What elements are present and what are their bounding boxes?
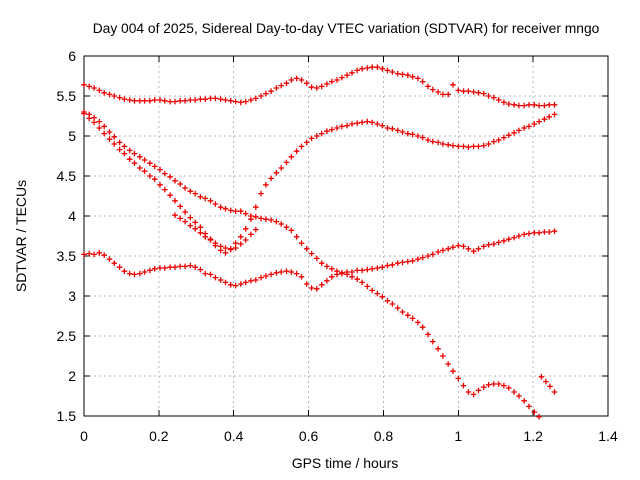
data-points-trace-2-dip-rise (81, 110, 558, 256)
data-points-trace-3-long-decline (81, 109, 558, 420)
y-tick-label: 6 (68, 48, 76, 64)
data-points-trace-4-lower (81, 228, 558, 292)
y-tick-label: 5 (68, 128, 76, 144)
axis-ticks (83, 55, 609, 417)
y-tick-label: 4.5 (57, 168, 77, 184)
chart-title: Day 004 of 2025, Sidereal Day-to-day VTE… (93, 21, 600, 36)
y-tick-label: 4 (68, 208, 76, 224)
x-tick-label: 0.2 (149, 428, 169, 444)
y-tick-label: 2.5 (57, 328, 77, 344)
y-tick-label: 1.5 (57, 408, 77, 424)
plot-generated-layer: 0 0.2 0.4 0.6 0.8 1 1.2 1.4 1.5 2 2.5 3 3.5 4 4.5 5 5.5 6 (57, 48, 618, 444)
x-tick-label: 1.4 (598, 428, 618, 444)
plot-border (83, 55, 609, 417)
data-points-trace-5-short-segment (172, 212, 259, 253)
x-tick-label: 0 (80, 428, 88, 444)
x-tick-label: 1 (454, 428, 462, 444)
grid-lines (84, 56, 608, 416)
x-tick-label: 1.2 (523, 428, 543, 444)
x-tick-label: 0.8 (374, 428, 394, 444)
y-tick-label: 5.5 (57, 88, 77, 104)
y-tick-label: 3.5 (57, 248, 77, 264)
x-tick-label: 0.4 (224, 428, 244, 444)
x-tick-label: 0.6 (299, 428, 319, 444)
x-tick-labels: 0 0.2 0.4 0.6 0.8 1 1.2 1.4 (80, 428, 618, 444)
y-axis-label: SDTVAR / TECUs (13, 180, 29, 292)
y-tick-label: 3 (68, 288, 76, 304)
x-axis-label: GPS time / hours (292, 455, 399, 471)
y-tick-label: 2 (68, 368, 76, 384)
y-tick-labels: 1.5 2 2.5 3 3.5 4 4.5 5 5.5 6 (57, 48, 77, 424)
data-points-trace-1-upper (81, 64, 558, 109)
